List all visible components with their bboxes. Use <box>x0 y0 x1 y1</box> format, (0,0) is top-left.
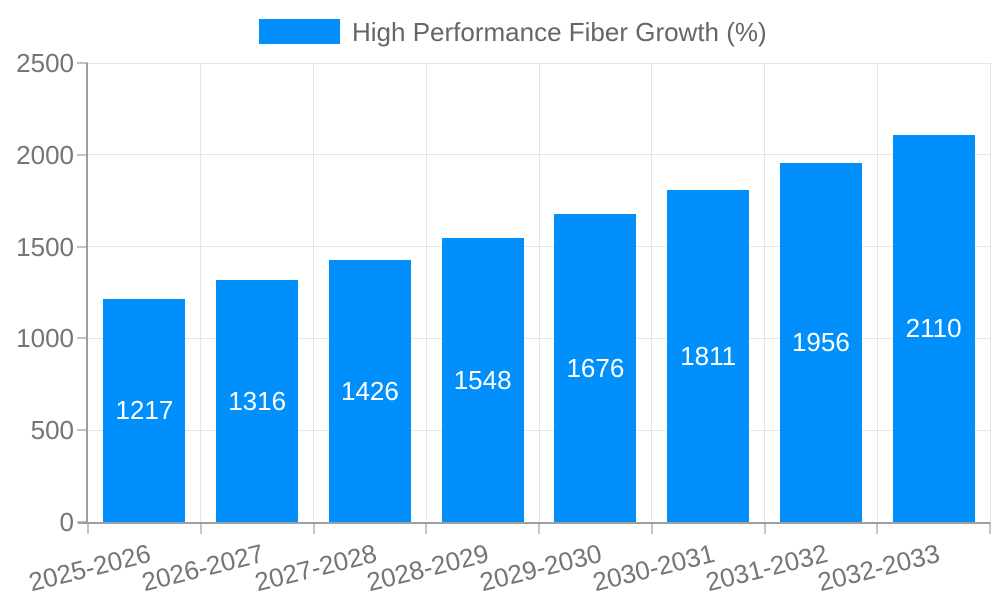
gridline-vertical <box>989 63 991 522</box>
x-axis-label: 2030-2031 <box>589 538 718 598</box>
x-axis-line <box>78 522 990 524</box>
bar-value-label: 1676 <box>566 353 625 384</box>
x-axis-label: 2032-2033 <box>814 538 943 598</box>
y-axis-line <box>86 63 88 522</box>
gridline-vertical <box>876 63 878 522</box>
x-axis-tick <box>763 522 766 534</box>
y-axis-label: 1000 <box>16 323 74 354</box>
bar[interactable] <box>216 280 299 522</box>
x-axis-tick <box>876 522 879 534</box>
bar[interactable] <box>667 189 750 522</box>
y-axis-tick <box>77 337 88 340</box>
x-axis-tick <box>425 522 428 534</box>
gridline-vertical <box>200 63 202 522</box>
gridline-vertical <box>538 63 540 522</box>
legend-swatch[interactable] <box>259 19 340 44</box>
bar-value-label: 2110 <box>905 313 962 344</box>
gridline-vertical <box>764 63 765 522</box>
y-axis-label: 1500 <box>16 231 74 262</box>
x-axis-label: 2027-2028 <box>251 538 380 598</box>
x-axis-label: 2028-2029 <box>363 538 492 598</box>
x-axis-tick <box>650 522 653 534</box>
y-axis-tick <box>77 153 88 156</box>
x-axis-label: 2025-2026 <box>25 538 154 598</box>
x-axis-label: 2031-2032 <box>702 538 831 598</box>
y-axis-label: 500 <box>30 415 74 446</box>
bar[interactable] <box>328 260 411 522</box>
x-axis-tick <box>199 522 202 534</box>
bar-value-label: 1548 <box>453 364 512 395</box>
x-axis-label: 2029-2030 <box>476 538 605 598</box>
x-axis-label: 2026-2027 <box>138 538 267 598</box>
y-axis-tick <box>77 429 88 432</box>
bar[interactable] <box>892 134 975 522</box>
y-axis-tick <box>77 62 88 64</box>
bar-value-label: 1217 <box>115 395 174 426</box>
y-axis-label: 0 <box>59 507 74 537</box>
x-axis-tick <box>312 522 315 534</box>
bar[interactable] <box>779 162 862 522</box>
bar-value-label: 1316 <box>228 386 287 417</box>
bar-value-label: 1811 <box>680 340 737 371</box>
legend-label[interactable]: High Performance Fiber Growth (%) <box>352 17 767 47</box>
y-axis-label: 2000 <box>16 139 74 170</box>
bar-value-label: 1426 <box>340 376 399 407</box>
gridline-vertical <box>651 63 653 522</box>
bar[interactable] <box>441 237 524 522</box>
x-axis-tick <box>989 522 991 534</box>
x-axis-tick <box>538 522 540 534</box>
x-axis-tick <box>87 522 89 534</box>
bar-value-label: 1956 <box>791 327 850 358</box>
bar[interactable] <box>554 214 637 522</box>
bar[interactable] <box>103 298 186 522</box>
y-axis-label: 2500 <box>16 48 74 78</box>
y-axis-tick <box>77 245 88 248</box>
gridline-vertical <box>425 63 427 522</box>
gridline-vertical <box>313 63 314 522</box>
